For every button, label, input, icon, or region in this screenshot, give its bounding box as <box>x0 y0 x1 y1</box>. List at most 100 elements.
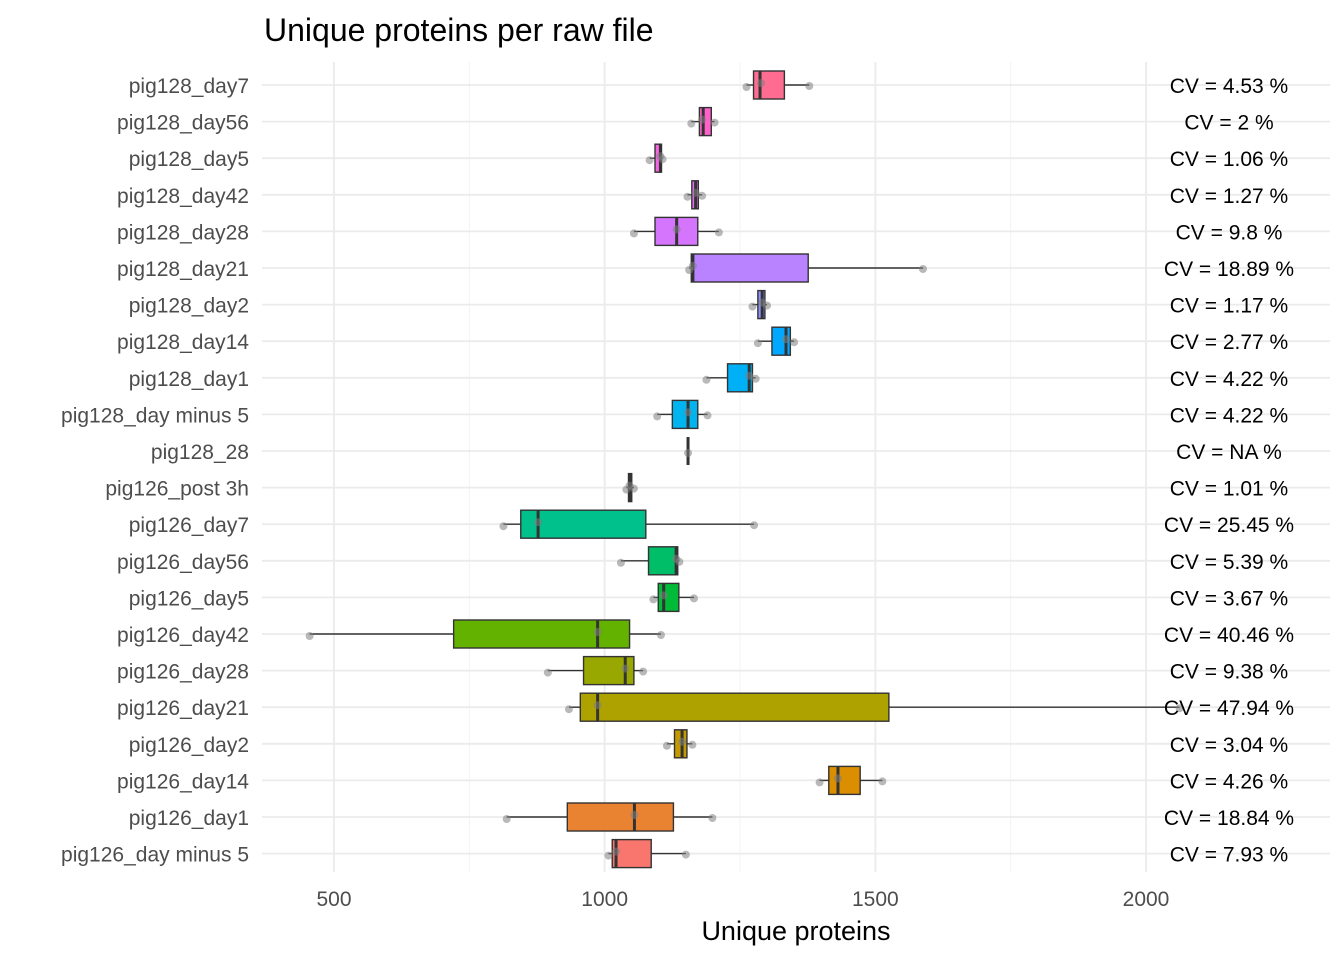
box-pig128_day1 <box>702 363 760 393</box>
data-point <box>645 156 654 165</box>
box-pig128_day7 <box>742 70 814 100</box>
data-point <box>750 521 759 530</box>
data-point <box>702 375 711 384</box>
category-label: pig126_day7 <box>129 514 249 537</box>
box-rect <box>611 838 652 869</box>
cv-label: CV = 2 % <box>1184 112 1273 135</box>
data-point <box>688 262 697 270</box>
box-pig126_day-minus-5 <box>604 838 690 869</box>
category-label: pig126_day minus 5 <box>61 844 249 867</box>
cv-label: CV = 40.46 % <box>1164 624 1294 647</box>
cv-label: CV = 4.22 % <box>1170 368 1288 391</box>
data-point <box>751 374 760 383</box>
category-label: pig128_day21 <box>117 258 249 281</box>
box-pig128_day42 <box>683 180 707 210</box>
data-point <box>659 591 668 600</box>
box-rect <box>452 619 631 649</box>
cv-label: CV = 18.84 % <box>1164 807 1294 830</box>
cv-label: CV = 9.38 % <box>1170 661 1288 684</box>
category-label: pig128_day minus 5 <box>61 404 249 427</box>
category-label: pig128_28 <box>151 441 249 464</box>
data-point <box>782 335 791 344</box>
box-pig126_post-3h <box>622 472 638 503</box>
data-point <box>805 82 814 90</box>
minor-gridlines <box>468 62 1012 872</box>
chart-title: Unique proteins per raw file <box>264 12 654 48</box>
data-point <box>691 188 700 197</box>
data-point <box>630 811 639 819</box>
box-series <box>305 70 1184 869</box>
box-pig126_day56 <box>616 546 684 576</box>
cv-label: CV = 2.77 % <box>1170 331 1288 354</box>
category-label: pig126_day28 <box>117 661 249 684</box>
box-pig126_day1 <box>502 802 717 832</box>
box-pig128_day5 <box>645 143 667 173</box>
category-label: pig126_day21 <box>117 697 249 720</box>
cv-label: CV = 1.27 % <box>1170 185 1288 208</box>
box-pig126_day7 <box>499 509 759 539</box>
category-label: pig128_day7 <box>129 75 249 98</box>
box-pig126_day5 <box>649 582 698 613</box>
data-point <box>684 408 693 417</box>
cv-label: CV = 1.01 % <box>1170 478 1288 501</box>
box-pig128_day2 <box>748 289 772 320</box>
box-rect <box>566 802 675 832</box>
category-label: pig128_day2 <box>129 295 249 318</box>
data-point <box>604 851 613 860</box>
data-point <box>698 115 707 124</box>
category-label: pig128_day28 <box>117 221 249 244</box>
x-tick-labels: 500 1000 1500 2000 <box>316 888 1169 911</box>
data-point <box>593 701 602 710</box>
category-label: pig126_post 3h <box>105 478 249 501</box>
category-label: pig128_day42 <box>117 185 249 208</box>
cv-label: CV = NA % <box>1176 441 1282 464</box>
cv-labels: CV = 4.53 % CV = 2 % CV = 1.06 % CV = 1.27 … <box>1164 75 1294 867</box>
data-point <box>688 740 697 749</box>
box-rect <box>579 692 890 722</box>
data-point <box>689 594 698 603</box>
data-point <box>305 632 314 640</box>
x-tick-label: 500 <box>316 888 351 911</box>
box-pig128_day-minus-5 <box>653 399 712 430</box>
category-label: pig126_day5 <box>129 587 249 610</box>
box-pig126_day14 <box>815 765 887 796</box>
data-point <box>621 664 630 673</box>
data-point <box>815 778 824 787</box>
box-rect <box>690 253 809 283</box>
category-label: pig126_day1 <box>129 807 249 830</box>
box-pig128_day28 <box>629 216 723 247</box>
data-point <box>703 411 712 420</box>
cv-label: CV = 3.04 % <box>1170 734 1288 757</box>
data-point <box>672 225 681 234</box>
cv-label: CV = 9.8 % <box>1176 221 1283 244</box>
data-point <box>629 484 638 493</box>
box-pig128_28 <box>684 437 693 465</box>
box-pig128_day14 <box>753 326 799 356</box>
x-axis-title: Unique proteins <box>701 916 890 946</box>
box-pig128_day21 <box>685 253 927 283</box>
data-point <box>757 79 766 87</box>
data-point <box>790 338 799 347</box>
data-point <box>698 191 707 200</box>
cv-label: CV = 3.67 % <box>1170 587 1288 610</box>
data-point <box>678 737 687 746</box>
cv-label: CV = 1.17 % <box>1170 295 1288 318</box>
data-point <box>656 631 665 639</box>
x-tick-label: 2000 <box>1123 888 1170 911</box>
data-point <box>658 155 667 164</box>
data-point <box>684 449 693 457</box>
data-point <box>612 847 621 856</box>
category-labels: pig128_day7 pig128_day56 pig128_day5 pig128… <box>61 75 249 867</box>
category-label: pig126_day14 <box>117 770 249 793</box>
cv-label: CV = 4.22 % <box>1170 404 1288 427</box>
data-point <box>878 777 887 786</box>
data-point <box>687 119 696 128</box>
category-label: pig128_day5 <box>129 148 249 171</box>
data-point <box>543 668 552 677</box>
box-pig126_day42 <box>305 619 665 649</box>
cv-label: CV = 4.26 % <box>1170 770 1288 793</box>
cv-label: CV = 7.93 % <box>1170 844 1288 867</box>
data-point <box>564 705 573 714</box>
data-point <box>714 228 723 237</box>
